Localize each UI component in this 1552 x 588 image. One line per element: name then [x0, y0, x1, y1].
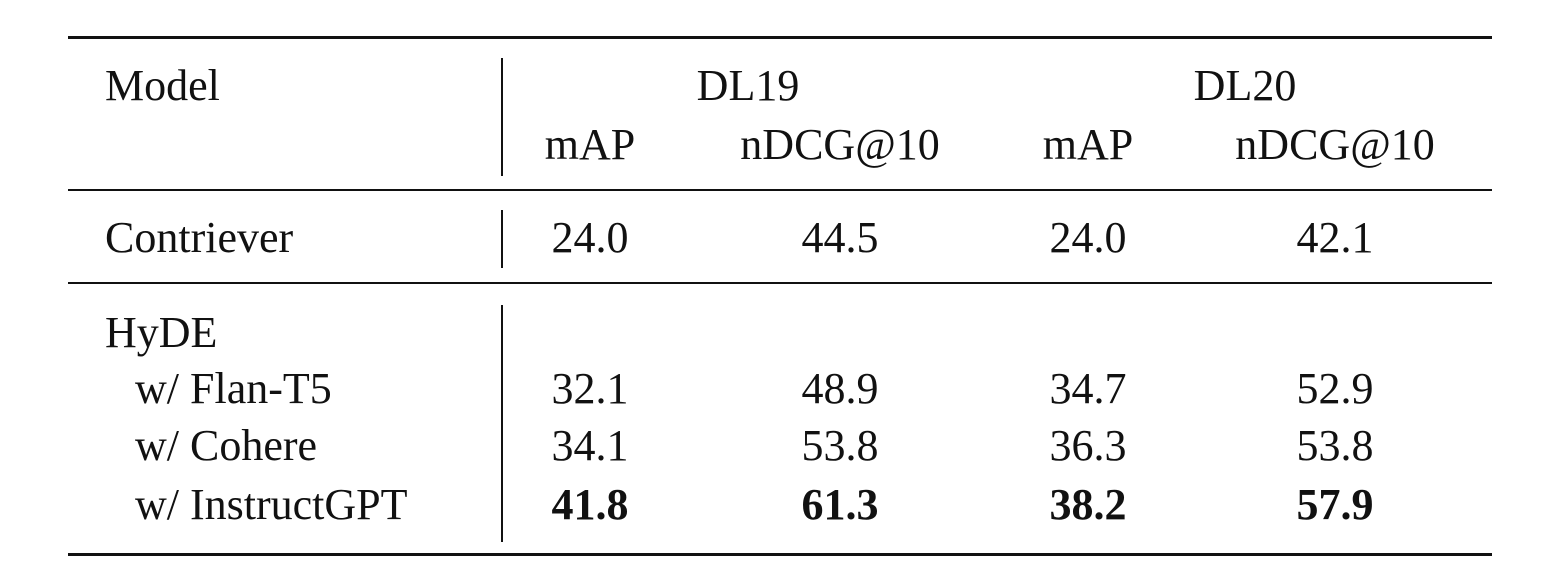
header-rule — [68, 189, 1492, 191]
column-divider — [501, 58, 503, 176]
metric-header: nDCG@10 — [1235, 120, 1435, 169]
cell-value: 34.7 — [1049, 364, 1127, 413]
metric-header: mAP — [1042, 120, 1134, 169]
metric-header: nDCG@10 — [740, 120, 940, 169]
header-model: Model — [105, 61, 220, 110]
row-label: HyDE — [105, 308, 218, 357]
cell-value: 24.0 — [551, 213, 629, 262]
cell-value: 53.8 — [801, 421, 879, 470]
cell-value: 57.9 — [1296, 480, 1374, 529]
group-header: DL20 — [1193, 61, 1297, 110]
cell-value: 53.8 — [1296, 421, 1374, 470]
column-divider — [501, 210, 503, 268]
cell-value: 42.1 — [1296, 213, 1374, 262]
row-label: w/ Flan-T5 — [135, 364, 332, 413]
column-divider — [501, 305, 503, 542]
section-rule — [68, 282, 1492, 284]
top-rule — [68, 36, 1492, 39]
cell-value: 24.0 — [1049, 213, 1127, 262]
group-header: DL19 — [696, 61, 800, 110]
row-label: w/ InstructGPT — [135, 480, 408, 529]
cell-value: 52.9 — [1296, 364, 1374, 413]
cell-value: 34.1 — [551, 421, 629, 470]
cell-value: 48.9 — [801, 364, 879, 413]
cell-value: 61.3 — [801, 480, 879, 529]
cell-value: 32.1 — [551, 364, 629, 413]
row-label: w/ Cohere — [135, 421, 318, 470]
cell-value: 38.2 — [1049, 480, 1127, 529]
metric-header: mAP — [544, 120, 636, 169]
cell-value: 36.3 — [1049, 421, 1127, 470]
row-label: Contriever — [105, 213, 294, 262]
bottom-rule — [68, 553, 1492, 556]
cell-value: 41.8 — [551, 480, 629, 529]
cell-value: 44.5 — [801, 213, 879, 262]
